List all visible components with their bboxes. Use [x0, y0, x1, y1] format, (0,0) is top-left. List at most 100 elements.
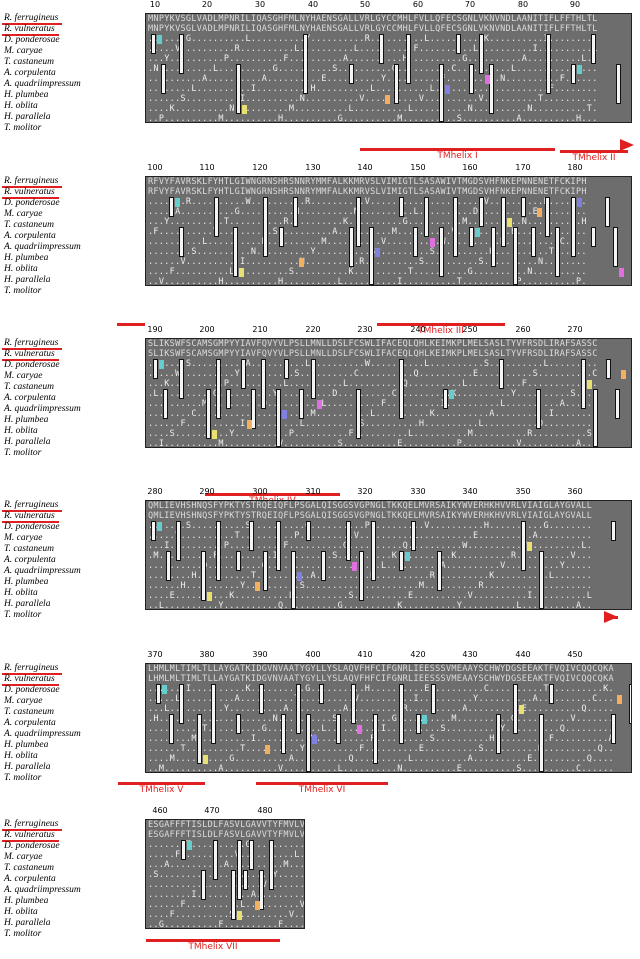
variable-column [179, 684, 184, 724]
sequence-row: .....W..........Y..........S..........C.… [148, 369, 598, 379]
variable-column [213, 840, 218, 880]
species-name: A. quadriimpressum [4, 566, 81, 576]
variable-column [226, 389, 231, 409]
species-name: H. oblita [4, 101, 38, 111]
species-name: R. ferrugineus [1, 819, 63, 831]
species-name: A. quadriimpressum [4, 242, 81, 252]
position-tick: 60 [412, 0, 424, 9]
sequence-row: ....S..........Y..........P..........F..… [148, 429, 598, 439]
species-name: H. oblita [4, 426, 38, 436]
species-name: R. vulneratus [2, 349, 59, 361]
variable-column [263, 197, 268, 257]
residue-highlight [577, 198, 582, 207]
variable-column [291, 551, 296, 609]
position-tick: 470 [204, 806, 220, 815]
species-name: R. vulneratus [2, 24, 59, 36]
variable-column [479, 197, 484, 227]
variable-column [161, 64, 166, 94]
variable-column [456, 34, 461, 54]
tm-helix-label: TMhelix V [139, 785, 184, 795]
species-name: T. molitor [4, 286, 42, 296]
variable-column [439, 227, 444, 277]
variable-column [581, 359, 586, 409]
sequence-row: ........S..........N..........Y.........… [148, 247, 587, 257]
alignment-block: 460 470 480 R. ferrugineus R. vulneratus D. p… [0, 806, 640, 956]
residue-highlight [242, 105, 247, 114]
sequence-row: SLIKSWFSCAMSGMPYYIAVFQVYVLPSLLMNLLDSLFCS… [148, 349, 598, 359]
variable-column [346, 521, 351, 561]
alignment-block: 280 290 300 310 320 330 340 350 360 R. ferrugineu… [0, 487, 640, 637]
variable-column [216, 359, 221, 419]
variable-column [163, 389, 168, 419]
residue-highlight [617, 695, 622, 704]
variable-column [276, 521, 281, 571]
tm-helix-label: TMhelix II [572, 153, 616, 163]
position-tick: 340 [462, 487, 478, 496]
sequence-row: .....V..........T..........P..........V.… [146, 531, 631, 542]
variable-column [269, 840, 274, 890]
species-name: D. ponderosae [4, 35, 60, 45]
residue-highlight [159, 360, 164, 369]
sequence-row: .......R..........W..........R..........… [148, 197, 587, 207]
sequence-row: ESGAFFFTISLDLFASVLGAVVTYFMVLVQLS [148, 820, 305, 830]
variable-column [501, 197, 506, 247]
variable-column [411, 521, 416, 551]
residue-highlight [175, 198, 180, 207]
species-name: H. parallela [4, 918, 51, 928]
position-tick: 250 [462, 325, 478, 334]
position-tick: 140 [357, 163, 373, 172]
variable-column [279, 227, 284, 247]
variable-column [351, 684, 356, 724]
position-tick: 480 [257, 806, 273, 815]
position-tick: 460 [152, 806, 168, 815]
variable-column [236, 64, 241, 114]
species-name: H. plumbea [4, 415, 49, 425]
sequence-row: ........C..........V..........M.........… [148, 409, 598, 419]
species-name: M. caryae [4, 46, 43, 56]
position-ruler: 10 20 30 40 50 60 70 80 90 [0, 0, 640, 12]
species-name: M. caryae [4, 696, 43, 706]
position-tick: 70 [464, 0, 476, 9]
sequence-row: ..........L..........R..........M.......… [148, 237, 587, 247]
residue-highlight [297, 572, 302, 581]
variable-column [296, 684, 301, 734]
variable-column [379, 34, 384, 64]
tm-helix-label: TMhelix I [437, 151, 478, 161]
variable-column [206, 389, 211, 439]
sequence-row: .M..........F..........I..........S.....… [146, 551, 631, 562]
species-name: H. plumbea [4, 896, 49, 906]
position-tick: 80 [517, 0, 529, 9]
species-name: H. parallela [4, 599, 51, 609]
residue-highlight [312, 735, 317, 744]
variable-column [263, 551, 268, 591]
variable-column [371, 521, 376, 581]
sequence-row: .......S..........A..........L..........… [148, 359, 598, 369]
residue-highlight [449, 390, 454, 399]
variable-column [359, 551, 364, 601]
variable-column [416, 714, 421, 734]
variable-column [236, 714, 241, 734]
variable-column [179, 359, 184, 399]
sequence-row: ESGAFFFTISLDLFASVLGAVVTYFMVLVQLS [148, 830, 305, 840]
residue-highlight [507, 218, 512, 227]
sequence-row: .....L..........A..........T..........V.… [148, 694, 614, 704]
variable-column [531, 227, 536, 257]
residue-highlight [157, 35, 162, 44]
sequence-row: ..G..........F..........F....... [148, 920, 305, 929]
variable-column [513, 227, 518, 285]
sequence-panel: ESGAFFFTISLDLFASVLGAVVTYFMVLVQLS ESGAFFFT… [145, 819, 305, 929]
species-name: T. castaneum [4, 57, 54, 67]
variable-column [169, 714, 174, 744]
residue-highlight [255, 901, 260, 910]
tm-helix-bar [256, 782, 388, 785]
variable-column [605, 197, 610, 227]
tm-helix-bar [117, 323, 145, 326]
variable-column [631, 34, 632, 84]
variable-column [259, 684, 264, 714]
variable-column [243, 870, 248, 890]
species-name: A. corpulenta [4, 555, 56, 565]
variable-column [236, 551, 241, 571]
variable-column [306, 521, 311, 541]
species-name: H. parallela [4, 437, 51, 447]
species-name: H. plumbea [4, 740, 49, 750]
